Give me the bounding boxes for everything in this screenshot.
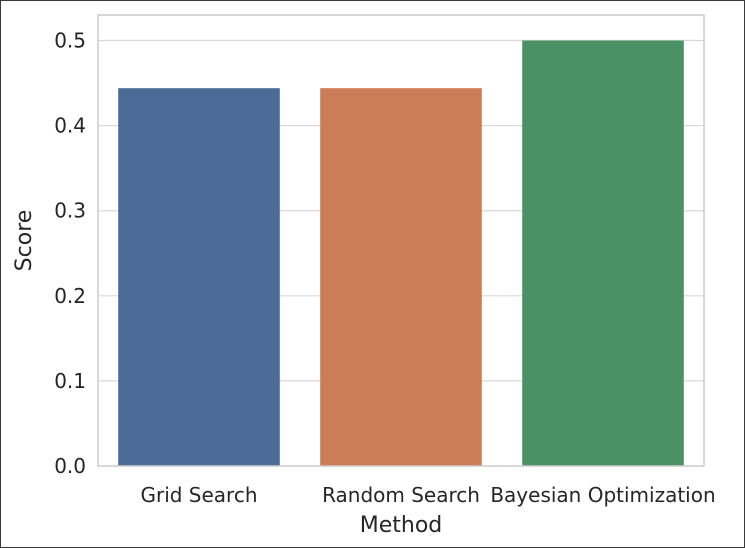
y-tick-label: 0.5: [54, 29, 86, 53]
y-tick-label: 0.2: [54, 284, 86, 308]
y-tick-labels: 0.0 0.1 0.2 0.3 0.4 0.5: [54, 29, 86, 478]
x-axis-label: Method: [360, 513, 443, 538]
y-tick-label: 0.1: [54, 369, 86, 393]
y-tick-label: 0.3: [54, 199, 86, 223]
bars: [118, 40, 684, 467]
y-axis-label: Score: [12, 210, 37, 272]
x-tick-label: Grid Search: [140, 483, 257, 507]
x-tick-labels: Grid Search Random Search Bayesian Optimiz…: [140, 483, 715, 507]
y-tick-label: 0.0: [54, 454, 86, 478]
bar-bayesian-optimization: [522, 40, 684, 467]
bar-random-search: [320, 88, 482, 467]
x-tick-label: Random Search: [322, 483, 480, 507]
plot-area-frame: [97, 14, 705, 467]
y-tick-label: 0.4: [54, 114, 86, 138]
bar-grid-search: [118, 88, 280, 467]
x-tick-label: Bayesian Optimization: [490, 483, 715, 507]
